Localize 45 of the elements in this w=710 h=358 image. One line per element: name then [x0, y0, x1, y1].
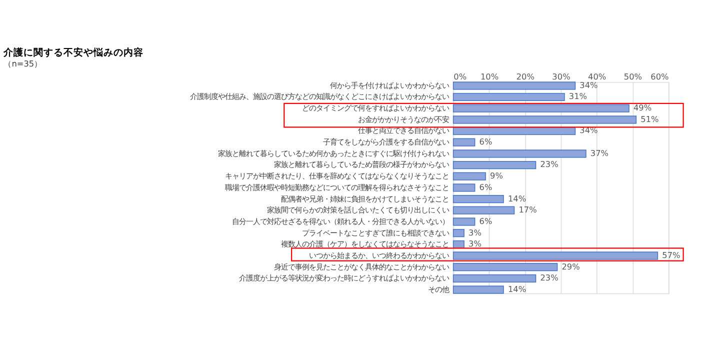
data-label: 9%	[490, 170, 504, 181]
y-tick-label: 介護制度や仕組み、施設の選び方などの知識がなくどこにきけばよいかわからない	[190, 92, 450, 102]
data-label: 6%	[479, 216, 492, 226]
data-label: 51%	[640, 114, 660, 124]
data-label: 6%	[479, 182, 492, 192]
y-tick-label: 家族と離れて暮らしているため普段の様子がわからない	[274, 160, 450, 170]
data-label: 31%	[568, 91, 588, 102]
data-label: 14%	[508, 284, 526, 294]
text: （n=35）	[4, 58, 42, 68]
y-tick-label: プライベートなことすぎて誰にも相談できない	[302, 228, 450, 238]
data-label: 49%	[633, 102, 652, 113]
y-tick-label: 何から手を付ければよいかわからない	[330, 80, 450, 90]
y-tick-label: その他	[428, 284, 450, 294]
text: 介護に関する不安や悩みの内容	[2, 46, 144, 58]
y-tick-label: 子育てをしながら介護をする自信がない	[323, 138, 450, 147]
x-tick-label: 50%	[624, 71, 642, 82]
y-tick-label: 自分一人で対応せざるを得ない（頼れる人・分担できる人がいない）	[232, 216, 450, 226]
y-tick-label: 身近で事例を見たことがなく具体的なことがわからない	[274, 262, 450, 272]
y-tick-label: どのタイミングで何をすればよいかわからない	[302, 104, 450, 113]
y-tick-label: 職場で介護休暇や時短勤務などについての理解を得られなさそうなこと	[225, 182, 450, 192]
data-label: 3%	[468, 238, 482, 249]
data-label: 17%	[518, 204, 538, 215]
y-tick-label: いつから始まるか、いつ終わるかわからない	[309, 250, 450, 260]
y-tick-label: 家族と離れて暮らしているため何かあったときにすぐに駆け付けられない	[218, 148, 450, 158]
x-tick-label: 40%	[588, 71, 606, 82]
data-label: 29%	[562, 261, 580, 272]
y-tick-label: 家族間で何らかの対策を話し合いたくても切り出しにくい	[267, 206, 450, 215]
data-label: 23%	[540, 272, 559, 283]
data-label: 6%	[479, 136, 492, 147]
x-tick-label: 60%	[650, 71, 670, 82]
x-tick-label: 20%	[516, 71, 535, 82]
y-tick-label: 配偶者や兄弟・姉妹に負担をかけてしまいそうなこと	[281, 194, 450, 204]
y-tick-label: 複数人の介護（ケア）をしなくてはならなそうなこと	[281, 240, 450, 249]
data-label: 14%	[508, 193, 526, 204]
x-tick-label: 30%	[552, 71, 571, 82]
data-label: 37%	[590, 148, 609, 158]
y-tick-label: 介護度が上がる等状況が変わった時にどうすればよいかわからない	[239, 274, 450, 283]
data-label: 23%	[540, 159, 559, 170]
x-tick-label: 10%	[480, 71, 499, 82]
y-tick-label: キャリアが中断されたり、仕事を辞めなくてはならなくなりそうなこと	[225, 172, 450, 181]
data-label: 57%	[662, 250, 681, 260]
data-label: 34%	[580, 80, 598, 90]
y-tick-label: お金がかかりそうなのが不安	[358, 114, 450, 124]
x-tick-label: 0%	[454, 71, 467, 82]
data-label: 3%	[468, 227, 482, 238]
